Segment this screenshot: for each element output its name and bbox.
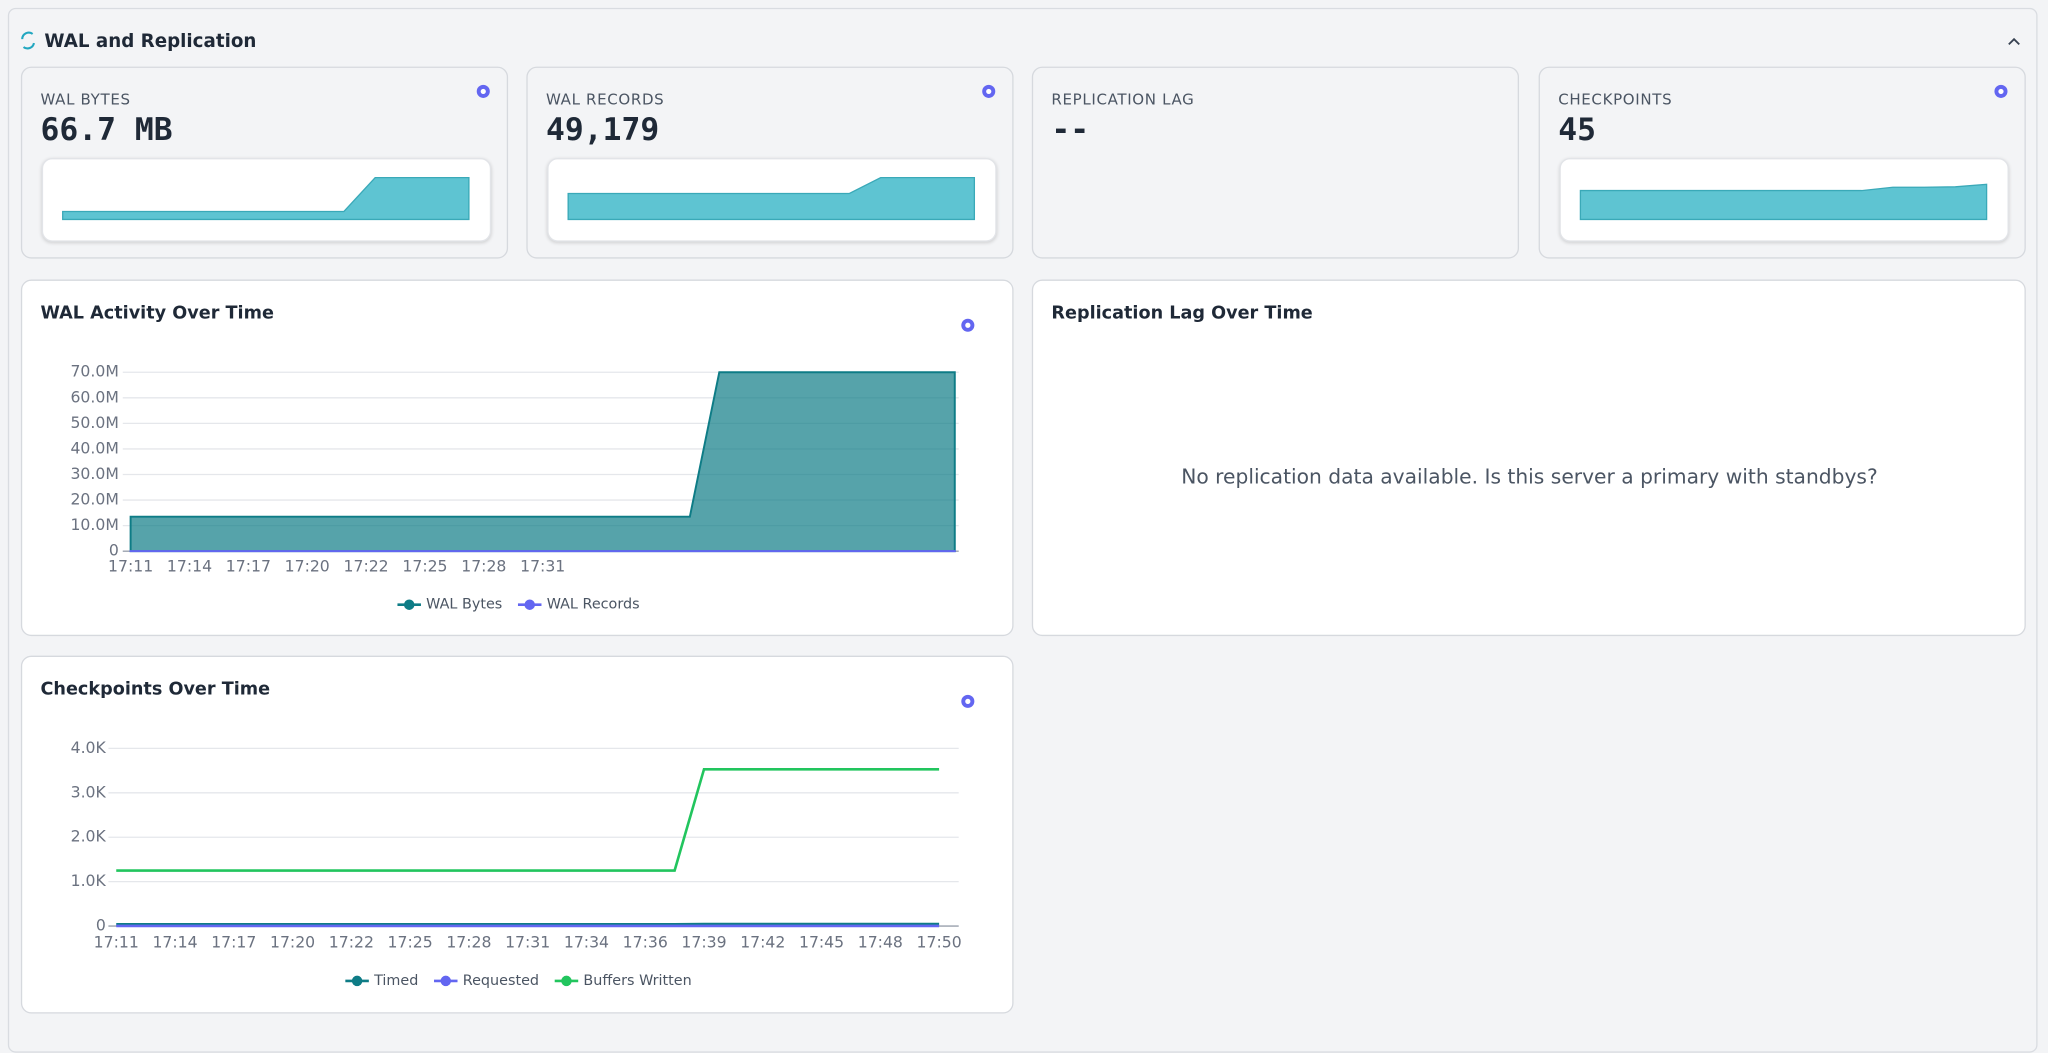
icon-shape bbox=[965, 323, 970, 328]
x-tick-label: 17:11 bbox=[108, 556, 153, 575]
sparkline bbox=[549, 159, 996, 240]
legend-label: Requested bbox=[463, 973, 539, 989]
collapse-icon[interactable] bbox=[2009, 39, 2019, 44]
legend-label: Buffers Written bbox=[583, 973, 691, 989]
legend-swatch bbox=[352, 976, 362, 986]
panel-title: Replication Lag Over Time bbox=[1051, 303, 1312, 323]
x-tick-label: 17:31 bbox=[505, 933, 550, 952]
legend-label: WAL Records bbox=[547, 597, 640, 613]
x-tick-label: 17:39 bbox=[681, 933, 726, 952]
x-tick-label: 17:50 bbox=[917, 933, 962, 952]
series-area bbox=[131, 372, 955, 551]
insight-icon[interactable] bbox=[982, 85, 995, 98]
y-tick-label: 70.0M bbox=[70, 362, 118, 381]
insight-icon[interactable] bbox=[477, 85, 490, 98]
sparkline-box bbox=[1560, 158, 2009, 242]
chart-title: WAL Activity Over Time bbox=[40, 303, 273, 323]
series-line bbox=[116, 769, 939, 870]
x-tick-label: 17:22 bbox=[344, 556, 389, 575]
icon-shape bbox=[986, 89, 991, 94]
x-tick-label: 17:28 bbox=[461, 556, 506, 575]
legend-label: Timed bbox=[373, 973, 418, 989]
checkpoint-chart: Checkpoints Over Time01.0K2.0K3.0K4.0K17… bbox=[22, 657, 1015, 1015]
sparkline-area bbox=[568, 178, 974, 220]
legend-swatch bbox=[404, 600, 414, 610]
legend-swatch bbox=[561, 976, 571, 986]
legend: WAL Bytes WAL Records bbox=[397, 597, 639, 613]
stat-label: WAL RECORDS bbox=[546, 90, 664, 108]
x-tick-label: 17:42 bbox=[740, 933, 785, 952]
stat-label: WAL BYTES bbox=[40, 90, 130, 108]
y-tick-label: 30.0M bbox=[70, 464, 118, 483]
stat-card: REPLICATION LAG -- bbox=[1032, 67, 1519, 259]
stat-value: 49,179 bbox=[546, 111, 659, 148]
x-tick-label: 17:14 bbox=[167, 556, 212, 575]
chart-title: Checkpoints Over Time bbox=[40, 680, 270, 700]
section-header: WAL and Replication bbox=[0, 0, 2048, 65]
wal-chart: WAL Activity Over Time010.0M20.0M30.0M40… bbox=[22, 281, 1015, 638]
icon-shape bbox=[1998, 89, 2003, 94]
stat-value: -- bbox=[1051, 111, 1089, 148]
stat-value: 66.7 MB bbox=[40, 111, 172, 148]
sparkline bbox=[43, 159, 490, 240]
insight-icon bbox=[980, 82, 998, 100]
x-tick-label: 17:48 bbox=[858, 933, 903, 952]
stat-card: WAL BYTES 66.7 MB bbox=[21, 67, 508, 259]
x-tick-label: 17:14 bbox=[152, 933, 197, 952]
icon-shape bbox=[965, 699, 970, 704]
insight-icon bbox=[474, 82, 492, 100]
empty-message: No replication data available. Is this s… bbox=[1181, 465, 1878, 489]
x-tick-label: 17:20 bbox=[285, 556, 330, 575]
x-tick-label: 17:31 bbox=[520, 556, 565, 575]
y-tick-label: 20.0M bbox=[70, 490, 118, 509]
x-tick-label: 17:17 bbox=[226, 556, 271, 575]
y-tick-label: 2.0K bbox=[71, 827, 107, 846]
x-tick-label: 17:28 bbox=[446, 933, 491, 952]
sparkline-area bbox=[63, 178, 469, 220]
insight-icon bbox=[1992, 82, 2010, 100]
refresh-icon[interactable] bbox=[22, 33, 34, 49]
x-tick-label: 17:34 bbox=[564, 933, 609, 952]
x-tick-label: 17:25 bbox=[402, 556, 447, 575]
y-tick-label: 3.0K bbox=[71, 782, 107, 801]
stat-card: WAL RECORDS 49,179 bbox=[526, 67, 1013, 259]
legend: Timed Requested Buffers Written bbox=[345, 973, 691, 989]
x-tick-label: 17:20 bbox=[270, 933, 315, 952]
x-tick-label: 17:17 bbox=[211, 933, 256, 952]
legend-label: WAL Bytes bbox=[426, 597, 502, 613]
x-tick-label: 17:45 bbox=[799, 933, 844, 952]
legend-swatch bbox=[441, 976, 451, 986]
x-tick-label: 17:36 bbox=[623, 933, 668, 952]
y-tick-label: 4.0K bbox=[71, 738, 107, 757]
y-tick-label: 40.0M bbox=[70, 438, 118, 457]
y-tick-label: 10.0M bbox=[70, 515, 118, 534]
section-title: WAL and Replication bbox=[44, 31, 256, 52]
sparkline-box bbox=[547, 158, 996, 242]
legend-swatch bbox=[524, 600, 534, 610]
y-tick-label: 50.0M bbox=[70, 413, 118, 432]
insight-icon[interactable] bbox=[961, 319, 974, 332]
icon-shape bbox=[481, 89, 486, 94]
stat-value: 45 bbox=[1558, 111, 1596, 148]
panel: Replication Lag Over Time No replication… bbox=[1032, 280, 2026, 637]
replication-panel: Replication Lag Over Time No replication… bbox=[1033, 281, 2027, 638]
sparkline-area bbox=[1580, 184, 1986, 219]
stat-label: CHECKPOINTS bbox=[1558, 90, 1672, 108]
y-tick-label: 60.0M bbox=[70, 387, 118, 406]
insight-icon[interactable] bbox=[1994, 85, 2007, 98]
x-tick-label: 17:11 bbox=[94, 933, 139, 952]
sparkline bbox=[1561, 159, 2008, 240]
y-tick-label: 1.0K bbox=[71, 871, 107, 890]
stat-card: CHECKPOINTS 45 bbox=[1539, 67, 2026, 259]
x-tick-label: 17:25 bbox=[388, 933, 433, 952]
stat-label: REPLICATION LAG bbox=[1051, 90, 1194, 108]
insight-icon[interactable] bbox=[961, 695, 974, 708]
x-tick-label: 17:22 bbox=[329, 933, 374, 952]
sparkline-box bbox=[42, 158, 491, 242]
